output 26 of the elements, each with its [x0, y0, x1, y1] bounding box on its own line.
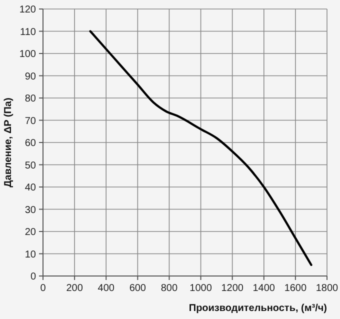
y-tick-label: 20 [24, 227, 36, 238]
y-tick-label: 80 [24, 94, 36, 104]
y-tick-label: 70 [24, 116, 36, 127]
x-tick-label: 1600 [284, 283, 308, 294]
y-axis-title: Давление, ΔP (Па) [3, 98, 14, 188]
x-tick-label: 0 [40, 283, 46, 294]
y-tick-label: 120 [19, 4, 36, 16]
x-tick-label: 1200 [221, 283, 244, 294]
x-axis-title: Производительность, (м³/ч) [188, 303, 327, 314]
y-tick-label: 60 [24, 138, 36, 149]
y-tick-label: 0 [30, 272, 36, 282]
y-tick-label: 100 [19, 49, 36, 60]
y-tick-label: 50 [24, 160, 36, 172]
x-tick-label: 200 [66, 283, 84, 294]
y-tick-label: 90 [24, 71, 36, 82]
y-tick-label: 10 [24, 249, 36, 260]
x-tick-label: 1000 [190, 283, 212, 294]
x-tick-label: 800 [160, 283, 178, 294]
y-tick-label: 110 [20, 26, 36, 38]
x-tick-label: 1400 [252, 283, 276, 294]
x-tick-label: 400 [98, 283, 115, 294]
line-series [89, 30, 312, 266]
x-tick-label: 1800 [316, 283, 339, 294]
y-tick-label: 40 [24, 182, 36, 194]
x-tick-label: 600 [129, 283, 146, 294]
y-tick-label: 30 [24, 204, 36, 216]
